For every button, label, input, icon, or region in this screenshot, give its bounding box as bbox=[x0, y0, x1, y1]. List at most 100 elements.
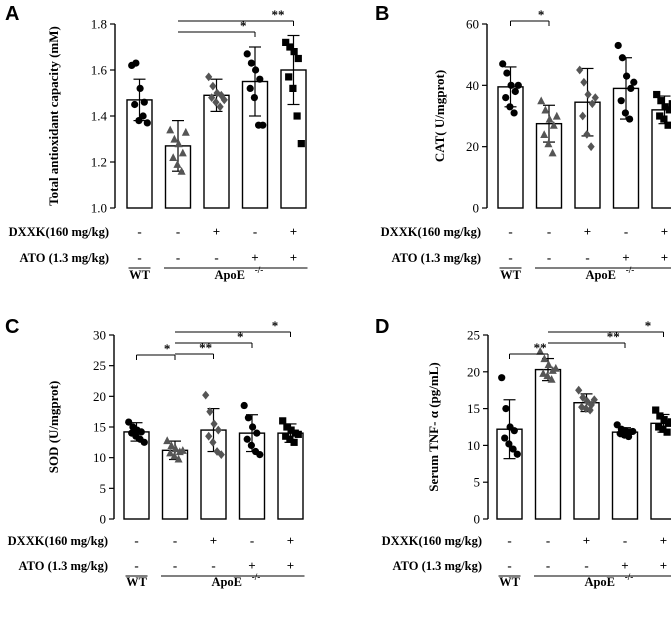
y-tick-label: 30 bbox=[93, 328, 106, 343]
data-point bbox=[244, 50, 251, 57]
dxxk-sign: + bbox=[584, 224, 591, 239]
data-point bbox=[259, 122, 266, 129]
ato-sign: + bbox=[248, 558, 255, 573]
data-point bbox=[137, 85, 144, 92]
y-tick-label: 0 bbox=[100, 512, 107, 527]
ato-sign: + bbox=[622, 250, 629, 265]
y-tick-label: 5 bbox=[474, 475, 481, 490]
data-point bbox=[182, 128, 190, 136]
data-point bbox=[512, 88, 519, 95]
significance-label: * bbox=[240, 18, 247, 33]
data-point bbox=[541, 106, 549, 114]
dxxk-sign: + bbox=[213, 224, 220, 239]
row-label-dxxk: DXXK(160 mg/kg) bbox=[382, 534, 482, 548]
group-label-apoe: ApoE bbox=[585, 268, 616, 282]
bar bbox=[574, 403, 599, 519]
dxxk-sign: - bbox=[546, 533, 550, 548]
ato-sign: - bbox=[508, 250, 512, 265]
ato-sign: - bbox=[176, 250, 180, 265]
data-point bbox=[626, 115, 633, 122]
dxxk-sign: - bbox=[176, 224, 180, 239]
ato-sign: - bbox=[173, 558, 177, 573]
dxxk-sign: - bbox=[624, 224, 628, 239]
row-label-ato: ATO (1.3 mg/kg) bbox=[20, 251, 109, 265]
y-tick-label: 1.2 bbox=[91, 155, 107, 170]
y-tick-label: 1.0 bbox=[91, 201, 107, 216]
bar bbox=[536, 370, 561, 519]
y-tick-label: 60 bbox=[466, 17, 479, 32]
data-point bbox=[251, 94, 258, 101]
y-axis-label: SOD (U/mgprot) bbox=[46, 381, 61, 474]
data-point bbox=[252, 66, 259, 73]
dxxk-sign: + bbox=[287, 533, 294, 548]
dxxk-sign: + bbox=[290, 224, 297, 239]
data-point bbox=[498, 374, 505, 381]
bar bbox=[278, 433, 303, 519]
data-point bbox=[141, 99, 148, 106]
group-label-apoe: ApoE bbox=[211, 575, 242, 589]
data-point bbox=[202, 391, 209, 400]
group-label-apoe-superscript: -/- bbox=[626, 265, 635, 275]
data-point bbox=[245, 414, 252, 421]
dxxk-sign: + bbox=[583, 533, 590, 548]
data-point bbox=[163, 436, 171, 444]
group-label-apoe: ApoE bbox=[214, 268, 245, 282]
y-axis-label: Total antioxidant capacity (mM) bbox=[46, 26, 61, 206]
significance-label: * bbox=[164, 341, 171, 356]
ato-sign: + bbox=[661, 250, 668, 265]
data-point bbox=[249, 423, 256, 430]
ato-sign: + bbox=[660, 558, 667, 573]
group-label-apoe-superscript: -/- bbox=[255, 265, 264, 275]
data-point bbox=[508, 82, 515, 89]
data-point bbox=[576, 66, 583, 75]
data-point bbox=[140, 112, 147, 119]
data-point bbox=[510, 109, 517, 116]
y-tick-label: 15 bbox=[93, 420, 106, 435]
y-tick-label: 40 bbox=[466, 78, 479, 93]
data-point bbox=[665, 122, 671, 129]
y-tick-label: 10 bbox=[93, 450, 106, 465]
dxxk-sign: - bbox=[508, 224, 512, 239]
ato-sign: + bbox=[290, 250, 297, 265]
y-tick-label: 1.6 bbox=[91, 63, 108, 78]
data-point bbox=[295, 431, 302, 438]
data-point bbox=[623, 73, 630, 80]
y-tick-label: 25 bbox=[467, 328, 480, 343]
significance-label: * bbox=[645, 318, 652, 333]
row-label-ato: ATO (1.3 mg/kg) bbox=[392, 251, 481, 265]
data-point bbox=[501, 434, 508, 441]
group-label-apoe-superscript: -/- bbox=[625, 572, 634, 582]
y-axis-label: CAT( U/mgprot) bbox=[432, 70, 447, 162]
data-point bbox=[205, 73, 212, 82]
group-label-wt: WT bbox=[499, 575, 521, 589]
data-point bbox=[499, 60, 506, 67]
y-axis-label: Serum TNF- α (pg/mL) bbox=[426, 362, 441, 491]
y-tick-label: 15 bbox=[467, 401, 480, 416]
data-point bbox=[666, 106, 671, 113]
ato-sign: - bbox=[546, 558, 550, 573]
row-label-dxxk: DXXK(160 mg/kg) bbox=[8, 534, 108, 548]
data-point bbox=[615, 42, 622, 49]
data-point bbox=[248, 442, 255, 449]
data-point bbox=[506, 103, 513, 110]
ato-sign: - bbox=[137, 250, 141, 265]
data-point bbox=[256, 451, 263, 458]
data-point bbox=[132, 60, 139, 67]
y-tick-label: 5 bbox=[100, 481, 107, 496]
data-point bbox=[285, 73, 292, 80]
data-point bbox=[537, 96, 545, 104]
ato-sign: - bbox=[585, 250, 589, 265]
data-point bbox=[131, 101, 138, 108]
group-label-apoe: ApoE bbox=[584, 575, 615, 589]
data-point bbox=[211, 420, 218, 429]
significance-label: * bbox=[538, 7, 545, 22]
bar bbox=[204, 95, 229, 208]
data-point bbox=[627, 85, 634, 92]
panel-letter: D bbox=[375, 316, 389, 338]
significance-label: ** bbox=[607, 329, 620, 344]
ato-sign: - bbox=[211, 558, 215, 573]
